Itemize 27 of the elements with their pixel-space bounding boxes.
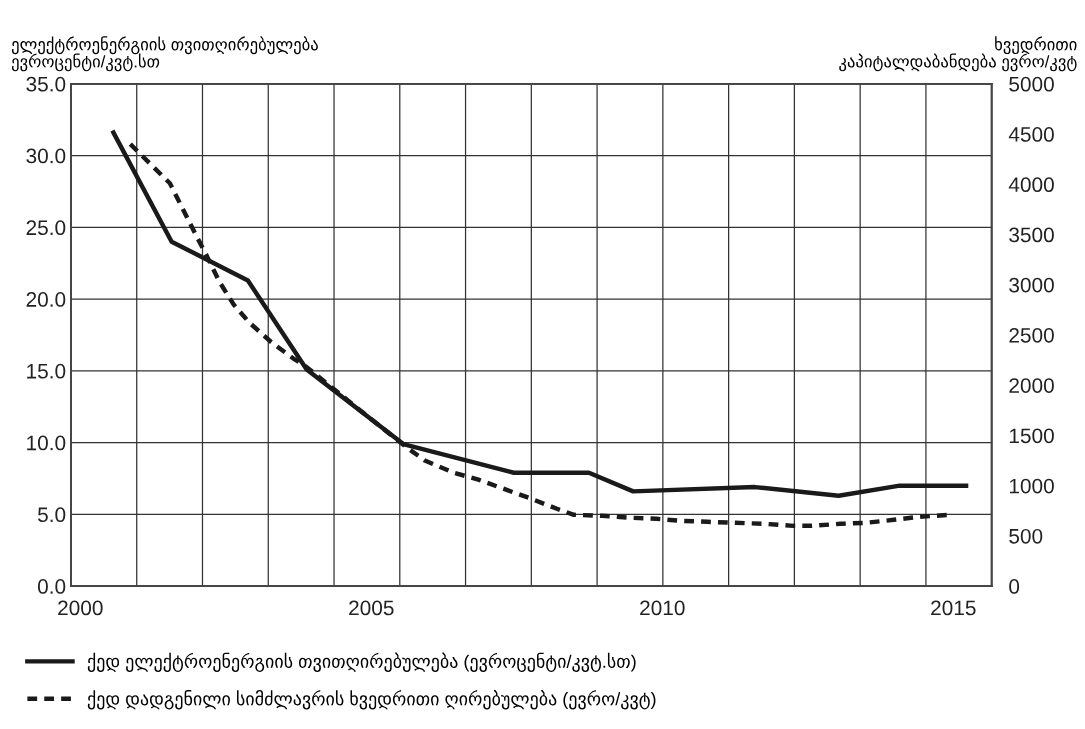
- y2-tick-label: 2500: [1009, 327, 1054, 343]
- y2-tick-label: 1500: [1009, 428, 1054, 444]
- y2-tick-label: 4000: [1008, 177, 1054, 193]
- legend-label: ქედ ელექტროენერგიის თვითღირებულება (ევროცენტი/კვტ.სთ): [87, 652, 636, 672]
- y-axis-title: ელექტროენერგიის თვითღირებულება ევროცენტი/კვტ.სთ: [11, 36, 318, 72]
- y2-tick-label: 3500: [1009, 227, 1054, 243]
- y2-tick-label: 1000: [1009, 478, 1054, 494]
- y2-tick-label: 4500: [1008, 127, 1054, 142]
- x-tick-label: 2000: [58, 600, 103, 616]
- y2-tick-label: 0: [1009, 579, 1020, 594]
- y-tick-label: 10.0: [27, 435, 66, 451]
- y-tick-label: 25.0: [26, 220, 66, 236]
- y-tick-label: 20.0: [26, 292, 66, 307]
- x-tick-label: 2010: [640, 600, 685, 616]
- x-tick-label: 2015: [931, 600, 976, 616]
- x-tick-label: 2005: [349, 600, 394, 616]
- legend-label: ქედ დადგენილი სიმძლავრის ხვედრითი ღირებულება (ევრო/კვტ): [87, 690, 656, 710]
- y2-axis-title: ხვედრითი კაპიტალდაბანდება ევრო/კვტ: [839, 36, 1077, 72]
- y-tick-label: 35.0: [26, 76, 66, 92]
- y2-tick-label: 2000: [1009, 378, 1054, 393]
- y-tick-label: 0.0: [37, 579, 66, 594]
- y2-tick-label: 5000: [1009, 76, 1054, 92]
- y2-tick-label: 3000: [1009, 277, 1054, 293]
- y-tick-label: 5.0: [37, 507, 66, 523]
- y2-tick-label: 500: [1009, 528, 1043, 544]
- y-tick-label: 30.0: [26, 148, 66, 164]
- y-tick-label: 15.0: [27, 363, 66, 379]
